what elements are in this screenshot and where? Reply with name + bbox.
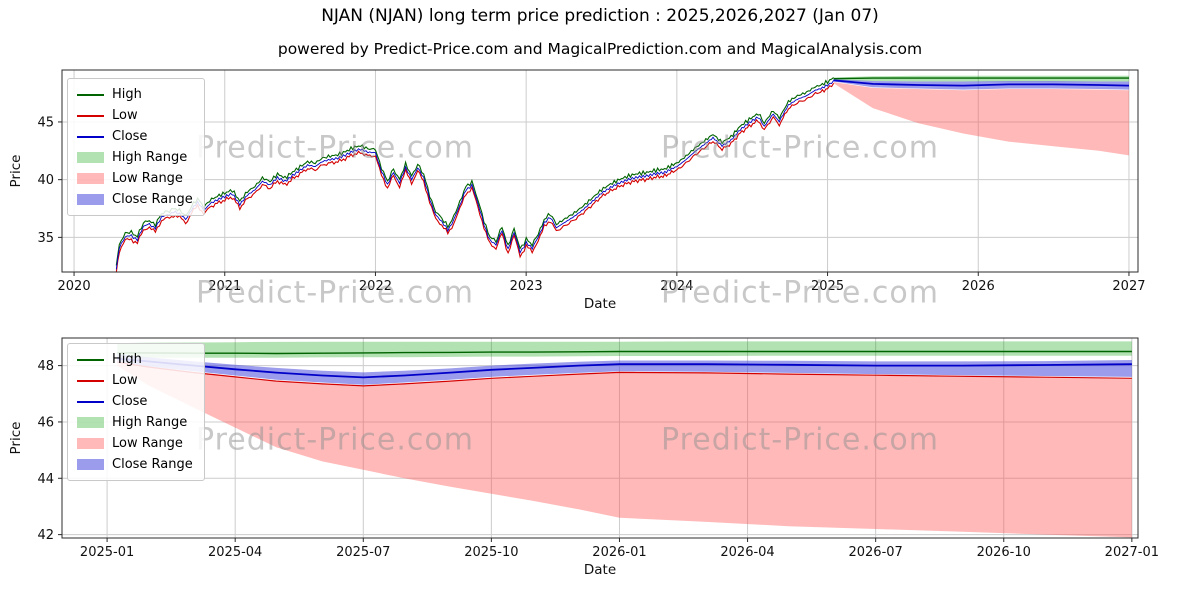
close-range-swatch (77, 459, 104, 470)
figure-subtitle: powered by Predict-Price.com and Magical… (277, 40, 923, 58)
x-tick-label: 2021 (208, 279, 241, 294)
x-tick-label: 2022 (359, 279, 392, 294)
legend-label-low-range: Low Range (112, 436, 183, 451)
legend-label-low: Low (112, 373, 138, 388)
legend-item-high: High (77, 86, 193, 103)
x-tick-label: 2027 (1112, 279, 1145, 294)
x-axis-label: Date (584, 296, 616, 312)
legend-item-high-range: High Range (77, 414, 193, 431)
x-tick-label: 2026 (962, 279, 995, 294)
legend-item-close: Close (77, 128, 193, 145)
legend-item-close-range: Close Range (77, 456, 193, 473)
legend-bottom-chart: High Low Close High Range Low Range Clos… (67, 343, 205, 481)
legend-item-low: Low (77, 107, 193, 124)
low-line-swatch (77, 114, 104, 117)
legend-item-high: High (77, 351, 193, 368)
legend-item-close-range: Close Range (77, 191, 193, 208)
x-tick-label: 2024 (660, 279, 693, 294)
x-tick-label: 2026-07 (848, 545, 902, 560)
legend-item-close: Close (77, 393, 193, 410)
legend-item-high-range: High Range (77, 149, 193, 166)
low-range-swatch (77, 438, 104, 449)
chart-history-and-forecast: 2020 2021 2022 2023 2024 2025 2026 2027 35 40 45 Da… (8, 69, 1146, 312)
legend-label-high-range: High Range (112, 415, 188, 430)
y-tick-label: 40 (37, 173, 54, 188)
x-tick-label: 2025-01 (80, 545, 134, 560)
x-tick-label: 2025-07 (336, 545, 390, 560)
legend-top-chart: High Low Close High Range Low Range Clos… (67, 78, 205, 216)
close-line-swatch (77, 135, 104, 138)
legend-item-low-range: Low Range (77, 170, 193, 187)
x-tick-label: 2025-04 (208, 545, 262, 560)
high-range-swatch (77, 417, 104, 428)
x-tick-label: 2026-10 (977, 545, 1031, 560)
y-tick-label: 42 (37, 528, 54, 543)
legend-label-low: Low (112, 108, 138, 123)
x-tick-label: 2020 (58, 279, 91, 294)
figure-title: NJAN (NJAN) long term price prediction :… (321, 6, 879, 26)
legend-label-low-range: Low Range (112, 171, 183, 186)
chart-forecast-detail: 2025-01 2025-04 2025-07 2025-10 2026-01 2026-… (8, 337, 1159, 578)
x-tick-label: 2023 (510, 279, 543, 294)
y-axis-label: Price (8, 422, 24, 455)
y-tick-label: 44 (37, 472, 54, 487)
high-range-swatch (77, 152, 104, 163)
y-tick-label: 45 (37, 115, 54, 130)
legend-item-low: Low (77, 372, 193, 389)
y-tick-label: 48 (37, 359, 54, 374)
legend-label-close-range: Close Range (112, 192, 193, 207)
legend-item-low-range: Low Range (77, 435, 193, 452)
y-tick-label: 35 (37, 231, 54, 246)
legend-label-high: High (112, 87, 142, 102)
x-tick-label: 2027-01 (1105, 545, 1159, 560)
x-tick-label: 2026-01 (592, 545, 646, 560)
x-axis-label: Date (584, 562, 616, 578)
high-line-swatch (77, 93, 104, 96)
close-range-swatch (77, 194, 104, 205)
legend-label-high: High (112, 352, 142, 367)
legend-label-close: Close (112, 394, 148, 409)
legend-label-high-range: High Range (112, 150, 188, 165)
y-tick-label: 46 (37, 415, 54, 430)
low-range-swatch (77, 173, 104, 184)
legend-label-close: Close (112, 129, 148, 144)
high-line-swatch (77, 358, 104, 361)
x-tick-label: 2026-04 (720, 545, 774, 560)
close-line-swatch (77, 400, 104, 403)
x-tick-label: 2025-10 (464, 545, 518, 560)
legend-label-close-range: Close Range (112, 457, 193, 472)
low-line-swatch (77, 379, 104, 382)
y-axis-label: Price (8, 155, 24, 188)
x-tick-label: 2025 (811, 279, 844, 294)
